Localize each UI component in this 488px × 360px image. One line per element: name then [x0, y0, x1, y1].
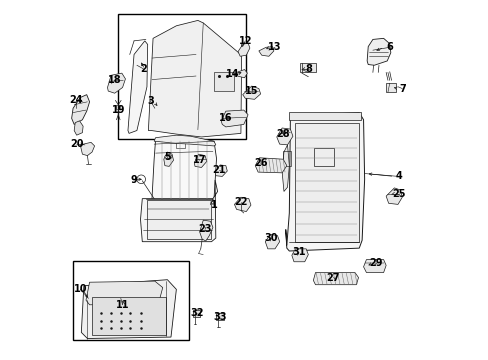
- Polygon shape: [255, 158, 286, 173]
- Polygon shape: [74, 121, 83, 135]
- Bar: [289, 112, 360, 120]
- Bar: [386, 83, 395, 92]
- Polygon shape: [107, 73, 125, 93]
- Bar: [300, 63, 316, 72]
- Polygon shape: [80, 142, 94, 156]
- Polygon shape: [86, 281, 163, 305]
- Text: 22: 22: [234, 197, 247, 207]
- Text: 15: 15: [244, 86, 258, 96]
- Polygon shape: [313, 273, 358, 285]
- Bar: [192, 310, 200, 317]
- Bar: [214, 72, 233, 91]
- Text: 12: 12: [238, 36, 251, 46]
- Polygon shape: [265, 234, 279, 249]
- Polygon shape: [363, 260, 386, 273]
- Bar: [294, 123, 358, 242]
- Polygon shape: [152, 138, 216, 202]
- Polygon shape: [386, 188, 402, 204]
- Text: 30: 30: [264, 233, 278, 243]
- Text: 13: 13: [268, 42, 281, 52]
- Text: 20: 20: [70, 139, 83, 149]
- Text: 33: 33: [213, 312, 226, 322]
- Text: 16: 16: [219, 113, 232, 123]
- Text: 32: 32: [190, 309, 203, 318]
- Bar: [176, 142, 185, 148]
- Text: 3: 3: [147, 96, 154, 106]
- Text: 17: 17: [193, 155, 206, 165]
- Text: 4: 4: [394, 171, 401, 181]
- Polygon shape: [236, 69, 247, 78]
- Polygon shape: [282, 145, 289, 192]
- Text: 14: 14: [226, 69, 239, 79]
- Polygon shape: [234, 197, 250, 212]
- Polygon shape: [276, 128, 292, 145]
- Text: 7: 7: [398, 84, 405, 94]
- Text: 2: 2: [140, 64, 146, 74]
- Text: 18: 18: [108, 75, 121, 85]
- Polygon shape: [148, 21, 241, 137]
- Text: 23: 23: [198, 225, 211, 234]
- Text: 6: 6: [386, 42, 392, 52]
- Text: 5: 5: [163, 152, 170, 162]
- Bar: [73, 261, 188, 339]
- Bar: [215, 313, 223, 320]
- Bar: [92, 297, 165, 335]
- Text: 25: 25: [391, 189, 405, 199]
- Text: 31: 31: [292, 247, 305, 257]
- Polygon shape: [238, 43, 249, 56]
- Polygon shape: [366, 39, 390, 65]
- Bar: [314, 148, 333, 166]
- Polygon shape: [140, 180, 217, 242]
- Text: 24: 24: [69, 95, 82, 105]
- Text: 28: 28: [276, 129, 289, 139]
- Text: 19: 19: [111, 105, 125, 115]
- Polygon shape: [199, 220, 212, 241]
- Polygon shape: [128, 41, 147, 134]
- Text: 11: 11: [116, 300, 129, 310]
- Polygon shape: [163, 152, 173, 166]
- Polygon shape: [72, 95, 89, 125]
- Polygon shape: [258, 46, 273, 56]
- Polygon shape: [285, 113, 364, 251]
- Text: 21: 21: [211, 165, 225, 175]
- Bar: [283, 151, 290, 166]
- Bar: [116, 105, 120, 109]
- Polygon shape: [221, 110, 247, 127]
- Bar: [118, 14, 245, 139]
- Polygon shape: [154, 135, 215, 146]
- Bar: [147, 201, 210, 239]
- Text: 10: 10: [73, 284, 87, 294]
- Text: 1: 1: [210, 200, 217, 210]
- Text: 26: 26: [253, 158, 267, 168]
- Text: 9: 9: [130, 175, 137, 185]
- Polygon shape: [291, 249, 308, 262]
- Polygon shape: [215, 165, 227, 176]
- Text: 27: 27: [326, 273, 340, 283]
- Text: 8: 8: [305, 64, 312, 74]
- Ellipse shape: [164, 154, 172, 159]
- Text: 29: 29: [369, 258, 383, 268]
- Polygon shape: [194, 154, 206, 167]
- Polygon shape: [81, 280, 176, 338]
- Polygon shape: [242, 86, 260, 99]
